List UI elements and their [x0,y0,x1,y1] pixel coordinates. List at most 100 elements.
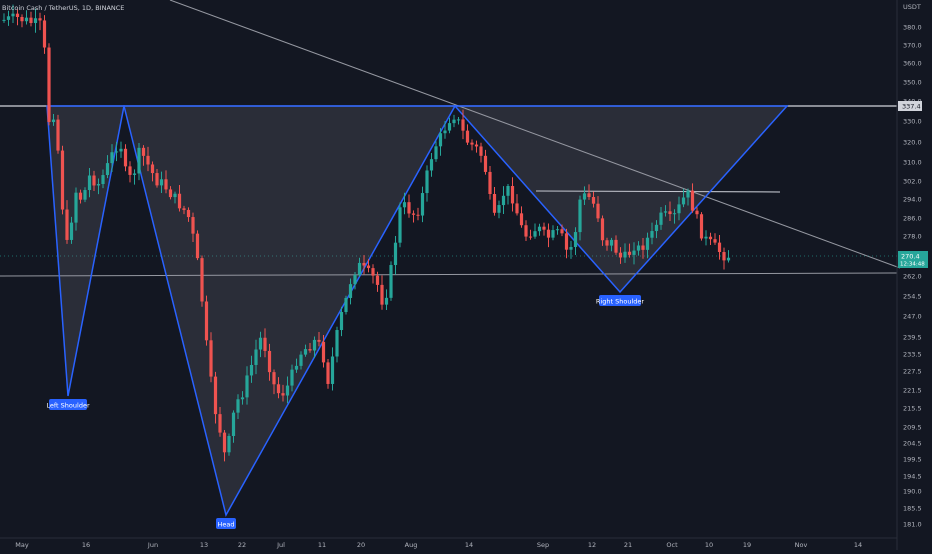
left-shoulder-label[interactable]: Left Shoulder [46,399,90,410]
candle-body [677,204,681,214]
candle-body [425,170,429,194]
candle-body [15,13,20,18]
candle-body [29,17,33,24]
candle-body [209,340,213,377]
candle-body [663,211,668,213]
head-label[interactable]: Head [216,518,236,529]
candle-body [317,339,321,342]
candle-body [231,412,236,436]
descending-trend-line[interactable] [169,0,901,269]
candle-body [101,175,105,185]
right-shoulder-label[interactable]: Right Shoulder [596,295,644,306]
price-tick-label: 247.0 [903,313,922,321]
candle-body [699,214,704,239]
candle-body [429,159,434,171]
candle-body [479,146,483,156]
current-price-badge: 270.4 12:34:48 [898,251,928,268]
candle-body [87,175,92,191]
time-tick-label: Nov [795,541,808,549]
support-level-line[interactable] [0,272,898,277]
candle-body [60,150,65,210]
candle-body [362,262,366,266]
candle-body [434,146,438,160]
candle-body [717,242,722,253]
candle-body [587,193,591,198]
candle-body [416,214,420,216]
right-shoulder-pattern[interactable] [453,105,789,294]
time-axis[interactable]: May 16 Jun 13 22 Jul 11 20 Aug 14 Sep 12 21 Oct 10 19 No… [0,537,897,549]
candle-body [312,339,317,351]
resistance-price-badge: 337.4 [898,101,922,111]
price-tick-label: 185.5 [903,505,922,513]
candle-body [195,233,200,259]
candle-body [56,119,60,151]
price-tick-label: 227.5 [903,368,922,376]
candle-body [159,179,164,186]
price-tick-label: 204.5 [903,440,922,448]
candle-body [519,213,524,226]
candle-body [164,179,168,190]
candle-body [155,173,159,186]
candle-body [708,236,713,240]
left-shoulder-text: Left Shoulder [46,402,90,410]
right-shoulder-neckline[interactable] [535,190,781,193]
head-pattern[interactable] [123,105,457,518]
left-shoulder-pattern[interactable] [46,105,125,397]
candle-body [303,349,308,355]
candle-body [713,239,717,243]
candle-body [276,384,281,394]
candle-body [200,258,204,302]
candle-body [204,301,209,341]
candle-body [393,242,398,266]
candle-body [537,226,542,232]
candle-body [389,265,393,298]
candle-body [330,356,335,384]
candle-body [290,369,294,386]
candle-body [402,202,407,208]
candle-body [654,224,659,232]
candle-body [632,250,636,255]
price-tick-label: 262.0 [903,273,922,281]
candle-body [353,274,357,285]
time-tick-label: 14 [854,541,862,549]
price-axis[interactable]: USDT 380.0370.0360.0350.0340.0330.0320.0… [896,0,928,550]
candle-body [497,205,501,213]
candle-body [672,213,677,215]
candle-body [240,397,245,400]
candle-body [420,193,425,216]
candle-body [249,364,254,376]
candle-body [236,399,240,413]
candle-body [600,218,605,241]
price-tick-label: 294.0 [903,196,922,204]
time-tick-label: May [15,541,29,549]
candle-body [384,297,389,305]
time-tick-label: Jul [276,541,285,549]
candle-body [245,375,249,398]
price-tick-label: 302.0 [903,178,922,186]
price-tick-label: 194.5 [903,473,922,481]
time-tick-label: 16 [82,541,90,549]
candle-body [267,350,272,373]
candle-body [47,47,51,123]
candle-body [641,245,645,250]
candle-body [335,330,339,357]
candle-body [438,133,443,147]
candle-body [78,192,83,200]
time-tick-label: Jun [147,541,158,549]
candle-body [186,209,191,218]
candle-body [555,229,560,231]
candle-body [281,393,285,396]
candle-body [465,130,470,143]
candle-body [461,119,465,131]
price-tick-label: 254.5 [903,293,922,301]
candle-body [74,192,78,223]
candle-countdown-text: 12:34:48 [900,262,925,268]
candle-body [456,119,461,121]
candle-body [375,275,380,285]
candle-body [542,226,546,230]
candle-body [344,297,348,313]
candle-body [213,376,218,415]
